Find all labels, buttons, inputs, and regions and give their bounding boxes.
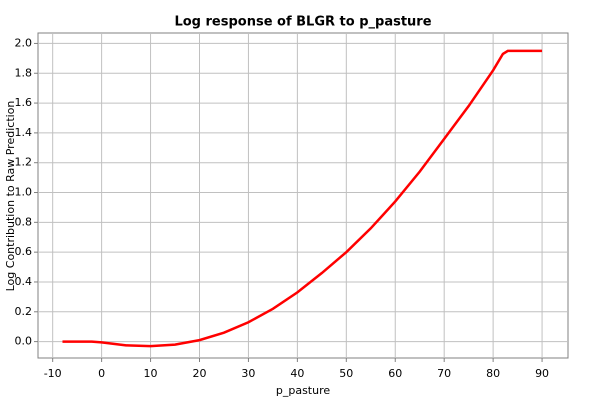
x-tick-label: 30	[241, 367, 255, 380]
y-tick-label: 0.2	[15, 305, 33, 318]
x-tick-label: 0	[98, 367, 105, 380]
x-tick-label: 40	[290, 367, 304, 380]
y-tick-label: 1.2	[15, 156, 33, 169]
y-tick-label: 0.6	[15, 245, 33, 258]
x-tick-label: 60	[388, 367, 402, 380]
x-tick-label: 20	[192, 367, 206, 380]
chart-title: Log response of BLGR to p_pasture	[174, 15, 431, 30]
y-tick-label: 0.8	[15, 215, 33, 228]
y-tick-label: 2.0	[15, 36, 33, 49]
y-tick-label: 1.0	[15, 186, 33, 199]
y-axis-label: Log Contribution to Raw Prediction	[4, 101, 17, 292]
x-tick-label: -10	[44, 367, 62, 380]
y-tick-label: 1.8	[15, 66, 33, 79]
x-tick-label: 10	[144, 367, 158, 380]
y-tick-label: 0.4	[15, 275, 33, 288]
x-tick-label: 50	[339, 367, 353, 380]
data-line	[62, 49, 543, 348]
x-tick-label: 80	[486, 367, 500, 380]
x-axis-label: p_pasture	[276, 384, 331, 397]
y-tick-label: 1.6	[15, 96, 33, 109]
x-tick-label: 90	[535, 367, 549, 380]
x-tick-label: 70	[437, 367, 451, 380]
y-tick-label: 1.4	[15, 126, 33, 139]
plot-area	[37, 32, 569, 359]
y-tick-label: 0.0	[15, 335, 33, 348]
